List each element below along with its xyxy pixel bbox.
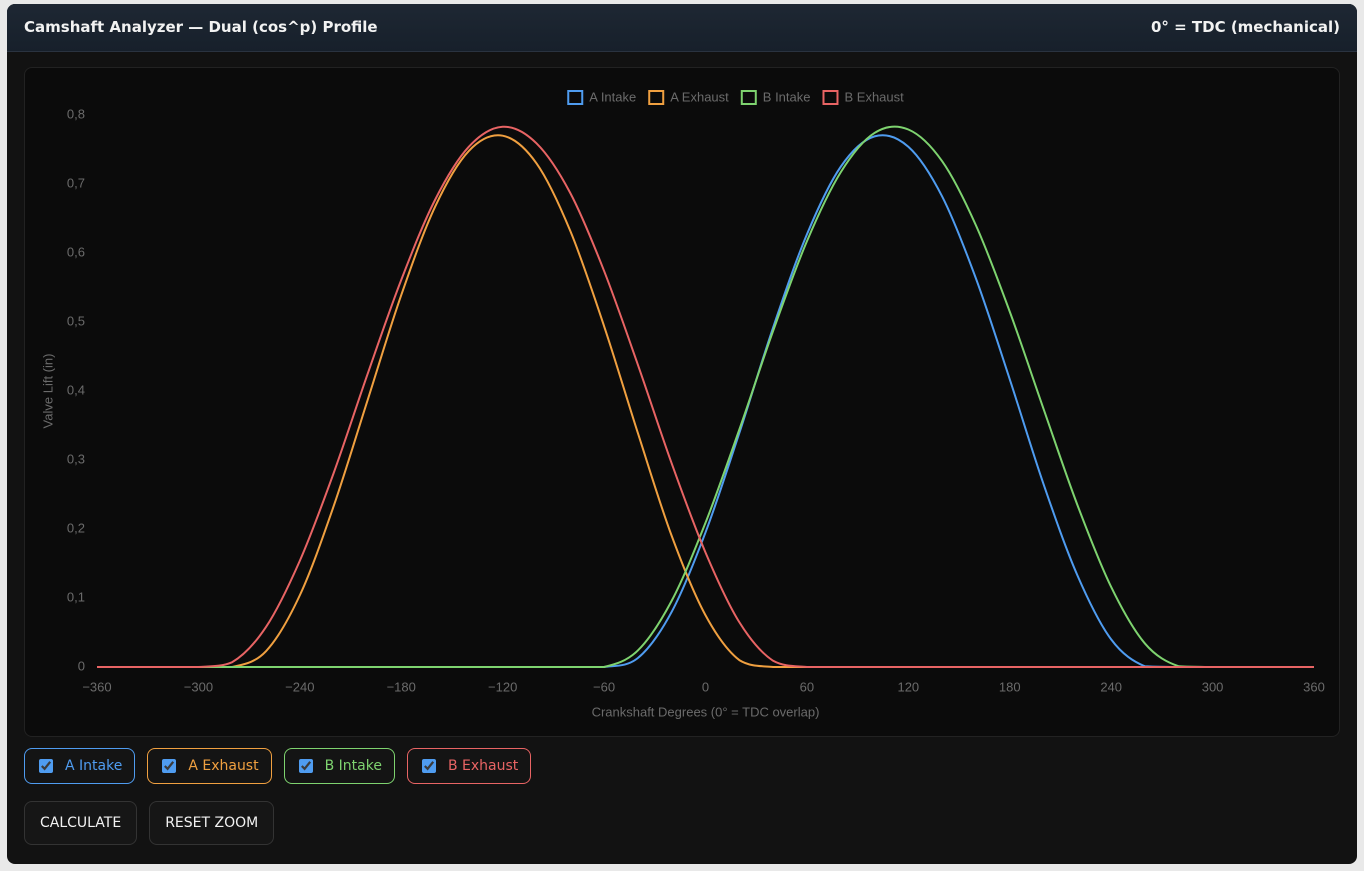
legend-swatch [822,90,839,105]
x-tick-label: −60 [593,679,615,694]
legend-label: B Exhaust [844,89,904,104]
series-toggle[interactable]: B Intake [283,748,395,784]
y-tick-label: 0,1 [67,589,85,604]
x-axis-label: Crankshaft Degrees (0° = TDC overlap) [592,704,820,719]
button[interactable]: CALCULATE [24,801,138,845]
y-tick-label: 0,5 [67,313,85,328]
header-note: 0° = TDC (mechanical) [1150,18,1340,36]
x-tick-label: 60 [800,679,814,694]
legend-swatch [648,90,665,105]
legend-swatch [740,90,757,105]
button[interactable]: RESET ZOOM [149,801,275,845]
toggle-checkbox[interactable] [298,759,313,773]
header: Camshaft Analyzer — Dual (cos^p) Profile… [7,4,1357,52]
toggle-label: B Intake [324,758,382,774]
y-tick-label: 0,6 [67,244,85,259]
series-line [97,134,1314,668]
app: Camshaft Analyzer — Dual (cos^p) Profile… [7,4,1357,864]
chart: 0 0,1 0,2 0,3 0,4 0,5 0,6 0,7 0,8 −360 −300 −240 −18… [40,89,1325,719]
y-tick-label: 0,7 [67,175,85,190]
toggle-label: A Exhaust [188,758,259,774]
legend: A Intake A Exhaust B Intake B Exhaust [567,89,904,105]
x-tick-label: 0 [702,679,709,694]
y-tick-label: 0,4 [67,382,85,397]
toggle-label: A Intake [65,758,123,774]
x-tick-label: 120 [897,679,919,694]
toggle-checkbox[interactable] [162,759,177,773]
toggle-checkbox[interactable] [421,759,436,773]
y-tick-label: 0,3 [67,451,85,466]
series-line [97,125,1314,668]
legend-label: A Exhaust [670,89,729,104]
buttons: CALCULATE RESET ZOOM [24,801,275,845]
y-tick-label: 0 [78,658,85,673]
x-tick-label: −240 [285,679,314,694]
y-tick-label: 0,2 [67,520,85,535]
x-tick-label: 360 [1303,679,1325,694]
series-toggle[interactable]: A Exhaust [147,748,272,784]
chart-card: 0 0,1 0,2 0,3 0,4 0,5 0,6 0,7 0,8 −360 −300 −240 −18… [24,67,1340,737]
x-tick-label: −180 [387,679,416,694]
app-title: Camshaft Analyzer — Dual (cos^p) Profile [24,18,378,36]
y-axis-label: Valve Lift (in) [40,354,55,429]
x-tick-label: −120 [488,679,517,694]
series-line [97,134,1314,668]
series-toggles: A Intake A Exhaust B Intake B Exhaust [24,748,532,784]
legend-swatch [567,90,584,105]
x-tick-label: 300 [1202,679,1224,694]
x-tick-label: −300 [184,679,213,694]
legend-label: B Intake [763,89,811,104]
toggle-checkbox[interactable] [39,759,53,773]
toggle-label: B Exhaust [447,758,519,774]
legend-label: A Intake [589,89,636,104]
x-tick-label: 180 [999,679,1021,694]
series-line [97,125,1314,668]
series-toggle[interactable]: B Exhaust [406,748,532,784]
x-tick-label: 240 [1100,679,1122,694]
x-tick-label: −360 [82,679,111,694]
y-tick-label: 0,8 [67,106,85,121]
series-toggle[interactable]: A Intake [24,748,136,784]
